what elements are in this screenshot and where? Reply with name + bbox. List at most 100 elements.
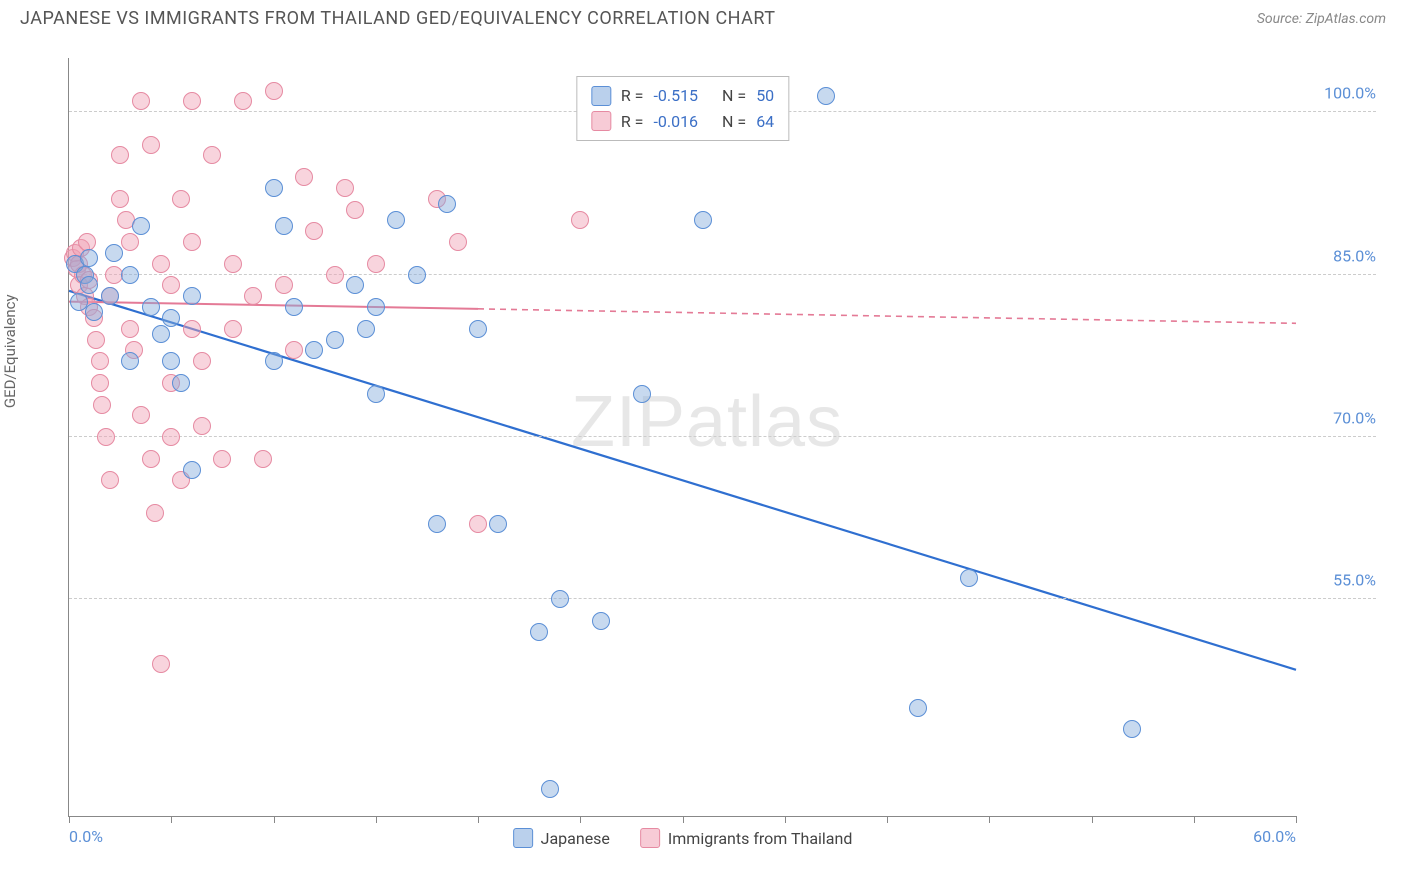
data-point (111, 146, 129, 164)
data-point (530, 623, 548, 641)
swatch-japanese (513, 828, 533, 848)
data-point (254, 450, 272, 468)
data-point (275, 276, 293, 294)
data-point (305, 222, 323, 240)
data-point (295, 168, 313, 186)
n-value-japanese: 50 (756, 83, 774, 109)
x-tick (478, 816, 479, 823)
data-point (162, 428, 180, 446)
data-point (224, 320, 242, 338)
data-point (132, 217, 150, 235)
data-point (438, 195, 456, 213)
data-point (87, 331, 105, 349)
data-point (142, 450, 160, 468)
data-point (193, 352, 211, 370)
data-point (152, 325, 170, 343)
data-point (121, 266, 139, 284)
data-point (275, 217, 293, 235)
legend-row-japanese: R = -0.515 N = 50 (591, 83, 774, 109)
data-point (93, 396, 111, 414)
data-point (346, 276, 364, 294)
x-tick (887, 816, 888, 823)
data-point (469, 320, 487, 338)
n-value-thailand: 64 (756, 109, 774, 135)
x-tick (274, 816, 275, 823)
y-axis-label: GED/Equivalency (1, 294, 19, 408)
data-point (193, 417, 211, 435)
series-legend: Japanese Immigrants from Thailand (513, 828, 853, 848)
correlation-legend: R = -0.515 N = 50 R = -0.016 N = 64 (576, 76, 789, 141)
data-point (105, 266, 123, 284)
chart-container: GED/Equivalency ZIPatlas R = -0.515 N = … (20, 40, 1386, 872)
data-point (183, 287, 201, 305)
data-point (817, 87, 835, 105)
data-point (105, 244, 123, 262)
data-point (152, 255, 170, 273)
data-point (162, 352, 180, 370)
x-tick (1092, 816, 1093, 823)
data-point (78, 233, 96, 251)
data-point (551, 590, 569, 608)
data-point (121, 233, 139, 251)
data-point (449, 233, 467, 251)
data-point (408, 266, 426, 284)
data-point (285, 298, 303, 316)
data-point (91, 352, 109, 370)
data-point (305, 341, 323, 359)
data-point (285, 341, 303, 359)
data-point (121, 320, 139, 338)
data-point (960, 569, 978, 587)
data-point (111, 190, 129, 208)
data-point (121, 352, 139, 370)
data-point (387, 211, 405, 229)
data-point (265, 352, 283, 370)
x-tick (683, 816, 684, 823)
r-value-japanese: -0.515 (653, 83, 698, 109)
data-point (633, 385, 651, 403)
data-point (101, 471, 119, 489)
data-point (489, 515, 507, 533)
y-tick-label: 100.0% (1306, 84, 1376, 103)
data-point (97, 428, 115, 446)
x-tick-label: 60.0% (1253, 827, 1296, 846)
swatch-thailand (591, 111, 611, 131)
x-tick (785, 816, 786, 823)
data-point (909, 699, 927, 717)
data-point (85, 303, 103, 321)
data-point (326, 266, 344, 284)
data-point (91, 374, 109, 392)
data-point (357, 320, 375, 338)
data-point (203, 146, 221, 164)
data-point (234, 92, 252, 110)
data-point (469, 515, 487, 533)
data-point (162, 276, 180, 294)
data-point (1123, 720, 1141, 738)
data-point (694, 211, 712, 229)
data-point (592, 612, 610, 630)
data-point (132, 406, 150, 424)
data-point (367, 255, 385, 273)
grid-line (69, 274, 1376, 275)
data-point (172, 374, 190, 392)
legend-row-thailand: R = -0.016 N = 64 (591, 109, 774, 135)
x-tick (171, 816, 172, 823)
x-tick (1194, 816, 1195, 823)
data-point (367, 385, 385, 403)
data-point (183, 461, 201, 479)
data-point (183, 320, 201, 338)
plot-area: ZIPatlas R = -0.515 N = 50 R = -0.016 N … (68, 58, 1296, 817)
y-tick-label: 85.0% (1306, 246, 1376, 265)
x-tick (69, 816, 70, 823)
data-point (265, 179, 283, 197)
data-point (428, 515, 446, 533)
x-tick (989, 816, 990, 823)
data-point (224, 255, 242, 273)
data-point (326, 331, 344, 349)
data-point (346, 201, 364, 219)
swatch-japanese (591, 86, 611, 106)
data-point (101, 287, 119, 305)
legend-item-japanese: Japanese (513, 828, 610, 848)
chart-title: JAPANESE VS IMMIGRANTS FROM THAILAND GED… (20, 8, 776, 29)
data-point (336, 179, 354, 197)
data-point (244, 287, 262, 305)
